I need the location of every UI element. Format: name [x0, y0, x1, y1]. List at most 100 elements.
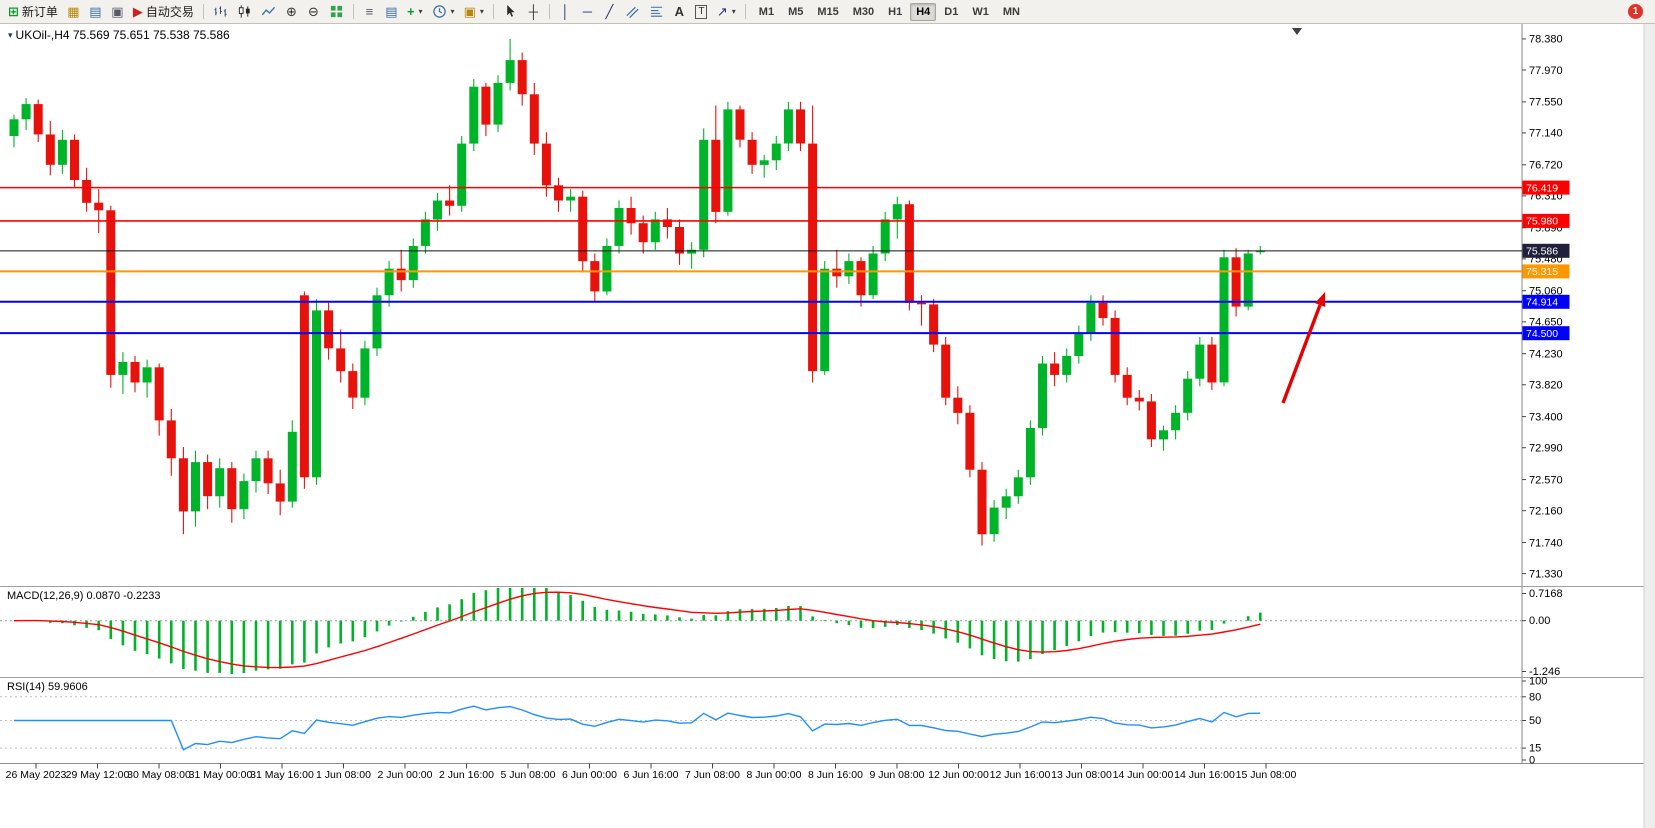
terminal-button[interactable]: ▣: [107, 2, 128, 22]
bear-candle: [154, 367, 164, 421]
svg-text:6 Jun 16:00: 6 Jun 16:00: [624, 769, 679, 781]
navigator-button[interactable]: ▤: [85, 2, 106, 22]
bear-candle: [336, 348, 346, 372]
timeframe-w1-button[interactable]: W1: [966, 3, 995, 21]
zoom-in-icon: ⊕: [285, 4, 297, 19]
period-button[interactable]: ▾: [428, 2, 459, 22]
bull-candle: [239, 481, 249, 510]
zoom-out-button[interactable]: ⊖: [303, 2, 324, 22]
svg-text:75.060: 75.060: [1529, 286, 1563, 298]
chart-shift-marker-icon[interactable]: [1292, 28, 1302, 35]
price-line-tag[interactable]: 75.980: [1522, 213, 1570, 228]
svg-text:0: 0: [1529, 755, 1535, 767]
svg-text:-1.246: -1.246: [1529, 666, 1560, 678]
bull-candle: [1062, 355, 1072, 375]
bull-candle: [1171, 412, 1181, 431]
bear-candle: [33, 104, 43, 135]
svg-text:14 Jun 00:00: 14 Jun 00:00: [1113, 769, 1174, 781]
chart-frame: [0, 24, 1655, 764]
trend-arrow-annotation[interactable]: [1281, 292, 1326, 404]
vertical-line-button[interactable]: │: [555, 2, 576, 22]
timeframe-m30-button[interactable]: M30: [847, 3, 880, 21]
timeframe-m15-button[interactable]: M15: [811, 3, 844, 21]
bear-candle: [675, 227, 684, 254]
macd-histogram: [24, 588, 1262, 674]
label-tool-button[interactable]: T: [691, 2, 712, 22]
text-tool-button[interactable]: A: [669, 2, 690, 22]
svg-text:2 Jun 16:00: 2 Jun 16:00: [439, 769, 494, 781]
vertical-scrollbar[interactable]: [1643, 24, 1655, 828]
bull-candle: [57, 139, 67, 165]
bull-candle: [783, 109, 793, 144]
bear-candle: [796, 109, 805, 144]
price-line-tag[interactable]: 76.419: [1522, 180, 1570, 195]
trendline-icon: ╱: [605, 4, 614, 19]
timeframe-m5-button[interactable]: M5: [782, 3, 809, 21]
svg-text:72.570: 72.570: [1529, 474, 1563, 486]
toolbar-separator: [744, 4, 746, 19]
add-indicator-button[interactable]: + ▾: [403, 2, 427, 22]
candlestick-chart-button[interactable]: [233, 2, 256, 22]
rsi-line: [14, 705, 1261, 751]
chart-canvas[interactable]: 78.38077.97077.55077.14076.72076.31075.8…: [0, 24, 1655, 828]
bear-candle: [735, 109, 745, 140]
cursor-button[interactable]: [499, 2, 522, 22]
timeframe-h1-button[interactable]: H1: [882, 3, 908, 21]
arrows-tool-button[interactable]: ↗ ▾: [713, 2, 740, 22]
bear-candle: [662, 219, 672, 227]
bull-candle: [1183, 378, 1193, 413]
bear-candle: [965, 412, 975, 470]
tile-windows-button[interactable]: [325, 2, 348, 22]
price-axis: 78.38077.97077.55077.14076.72076.31075.8…: [1522, 34, 1563, 580]
bull-candle: [1255, 250, 1265, 253]
crosshair-icon: ┼: [528, 4, 538, 19]
svg-text:71.740: 71.740: [1529, 537, 1563, 549]
bear-candle: [529, 94, 539, 144]
market-watch-button[interactable]: ▦: [63, 2, 84, 22]
autotrading-button[interactable]: ▶ 自动交易: [129, 2, 198, 22]
svg-text:73.820: 73.820: [1529, 380, 1563, 392]
zoom-in-button[interactable]: ⊕: [281, 2, 302, 22]
crosshair-button[interactable]: ┼: [523, 2, 544, 22]
bull-candle: [21, 104, 31, 120]
line-chart-button[interactable]: [257, 2, 280, 22]
price-line-tag[interactable]: 75.315: [1522, 264, 1570, 279]
zoom-out-icon: ⊖: [307, 4, 319, 19]
new-order-button[interactable]: ⊞ 新订单: [4, 2, 62, 22]
data-window-button[interactable]: ▤: [381, 2, 402, 22]
template-button[interactable]: ▣ ▾: [460, 2, 488, 22]
svg-text:31 May 00:00: 31 May 00:00: [189, 769, 253, 781]
bull-candle: [312, 310, 321, 478]
bear-candle: [626, 208, 636, 224]
timeframe-mn-button[interactable]: MN: [997, 3, 1026, 21]
bull-candle: [844, 261, 854, 277]
svg-text:74.914: 74.914: [1526, 297, 1558, 309]
price-line-tag[interactable]: 74.914: [1522, 294, 1570, 309]
fibonacci-button[interactable]: [645, 2, 668, 22]
timeframe-m1-button[interactable]: M1: [753, 3, 780, 21]
svg-text:8 Jun 00:00: 8 Jun 00:00: [747, 769, 802, 781]
bear-candle: [166, 420, 176, 459]
price-line-tag[interactable]: 74.500: [1522, 326, 1570, 341]
bear-candle: [808, 143, 818, 372]
timeframe-h4-button[interactable]: H4: [910, 2, 937, 21]
notification-badge[interactable]: 1: [1628, 4, 1643, 19]
trendline-button[interactable]: ╱: [599, 2, 620, 22]
bear-candle: [1122, 374, 1132, 398]
objects-list-button[interactable]: ≡: [359, 2, 380, 22]
rsi-indicator-label: RSI(14) 59.9606: [7, 681, 88, 693]
bar-chart-button[interactable]: [209, 2, 232, 22]
timeframe-d1-button[interactable]: D1: [938, 3, 964, 21]
svg-text:77.140: 77.140: [1529, 128, 1563, 140]
current-price-tag[interactable]: 75.586: [1522, 243, 1570, 258]
bull-candle: [384, 268, 394, 296]
bull-candle: [251, 458, 261, 482]
channel-button[interactable]: [621, 2, 644, 22]
bull-candle: [566, 196, 576, 201]
horizontal-line-button[interactable]: ─: [577, 2, 598, 22]
bull-candle: [9, 119, 19, 136]
chart-menu-icon[interactable]: ▾: [8, 29, 13, 40]
text-tool-icon: A: [674, 4, 685, 19]
bull-candle: [1195, 344, 1205, 379]
price-level-lines: 76.419 75.980 75.315 74.914 74.500 75.586: [0, 180, 1570, 341]
